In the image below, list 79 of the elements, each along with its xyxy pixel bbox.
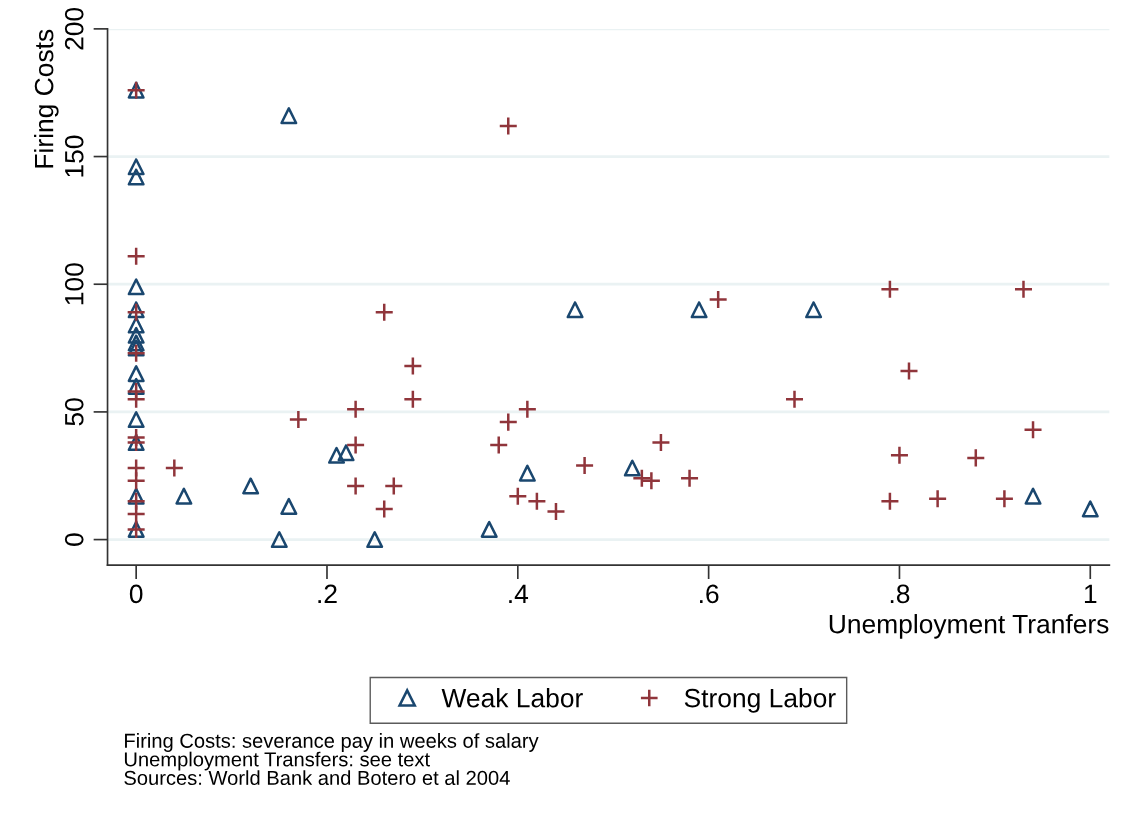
point: [632, 468, 652, 489]
point: [1024, 487, 1042, 505]
x-tick-label: .2: [318, 584, 337, 603]
point: [126, 504, 146, 524]
x-tick-label: .6: [700, 584, 719, 604]
point: [270, 531, 288, 549]
point: [805, 301, 823, 319]
point: [345, 435, 366, 455]
point: [384, 476, 404, 496]
x-tick-label: .4: [509, 584, 529, 603]
point: [927, 488, 948, 509]
y-tick-label: 0: [64, 533, 84, 546]
point: [784, 389, 805, 409]
text: Unemployment Transfers: see text: [124, 751, 430, 771]
point: [488, 435, 509, 455]
point: [126, 246, 146, 266]
point: [518, 464, 536, 482]
point: [242, 477, 260, 495]
point: [127, 326, 145, 344]
point: [994, 488, 1015, 509]
point: [546, 501, 566, 522]
point: [641, 471, 662, 491]
y-tick-label: 50: [64, 398, 84, 426]
point: [345, 476, 366, 496]
point: [527, 491, 547, 512]
y-tick-label: 200: [64, 7, 84, 50]
point: [651, 432, 671, 453]
point: [880, 279, 900, 300]
point: [1023, 420, 1043, 440]
point: [708, 289, 728, 310]
point: [880, 491, 900, 512]
x-tick-label: 0: [129, 584, 143, 604]
point: [288, 409, 309, 430]
point: [345, 399, 366, 420]
point: [127, 158, 145, 176]
point: [126, 389, 146, 409]
point: [327, 446, 346, 464]
point: [966, 448, 986, 468]
point: [498, 116, 519, 136]
point: [127, 365, 145, 383]
x-axis-title: Unemployment Tranfers: [829, 614, 1109, 639]
point: [1081, 500, 1099, 518]
point: [337, 444, 355, 462]
point: [899, 361, 919, 381]
x-tick-label: 1: [1084, 584, 1097, 603]
point: [366, 531, 384, 549]
point: [1013, 279, 1034, 300]
point: [480, 520, 498, 538]
point: [623, 459, 641, 477]
point: [508, 486, 528, 506]
x-tick-label: .8: [890, 584, 910, 604]
point: [517, 399, 538, 420]
legend-label: Strong Labor: [684, 688, 836, 713]
point: [403, 389, 423, 409]
point: [280, 107, 298, 125]
y-tick-label: 100: [64, 263, 84, 305]
point: [175, 487, 193, 505]
source-note: Sources: World Bank and Botero et al 2004: [124, 770, 510, 786]
point: [126, 471, 146, 491]
point: [403, 356, 423, 376]
point: [498, 412, 519, 432]
y-axis-title: Firing Costs: [34, 29, 59, 168]
point: [566, 301, 584, 319]
point: [374, 302, 394, 323]
point: [690, 301, 708, 319]
legend-label: Weak Labor: [441, 688, 583, 708]
point: [126, 343, 146, 363]
point: [374, 499, 394, 519]
y-tick-label: 150: [64, 135, 84, 177]
point: [280, 497, 298, 515]
point: [127, 278, 145, 296]
point: [127, 168, 145, 186]
point: [679, 468, 700, 489]
point: [127, 411, 145, 429]
point: [574, 455, 595, 476]
point: [127, 334, 145, 352]
point: [164, 458, 185, 478]
text: Firing Costs: severance pay in weeks of salary: [125, 733, 539, 752]
point: [889, 445, 910, 466]
